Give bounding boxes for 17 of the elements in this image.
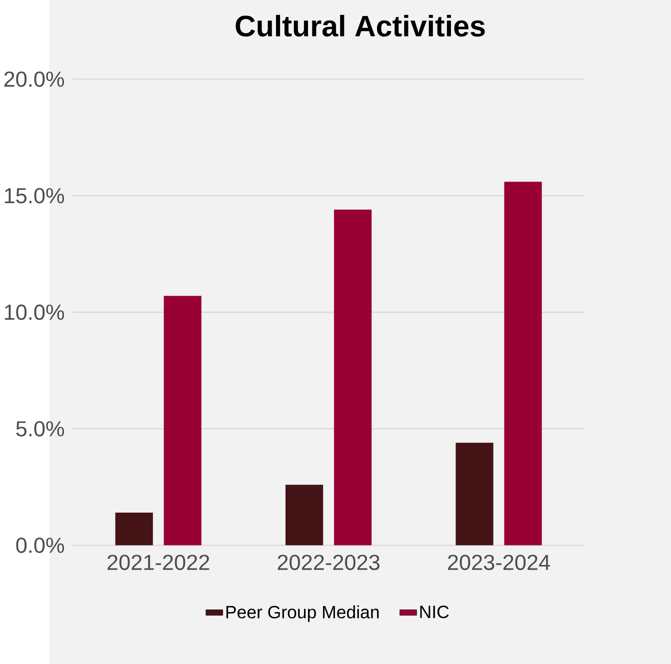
- bar: [286, 484, 324, 546]
- bar: [334, 210, 372, 546]
- legend-label: Peer Group Median: [226, 605, 379, 622]
- y-tick-label: 0.0%: [16, 538, 64, 553]
- legend-label: NIC: [420, 606, 449, 618]
- chart-title: Cultural Activities: [236, 14, 485, 37]
- bar: [456, 442, 494, 546]
- bar: [115, 512, 153, 546]
- y-tick-label: 10.0%: [4, 304, 64, 320]
- y-tick-label: 20.0%: [4, 71, 64, 87]
- x-tick-label: 2023-2024: [448, 554, 550, 570]
- x-tick-label: 2021-2022: [108, 554, 210, 570]
- bar: [504, 182, 542, 546]
- bar: [164, 296, 202, 546]
- y-tick-label: 15.0%: [4, 188, 64, 204]
- x-tick-label: 2022-2023: [278, 554, 380, 570]
- y-tick-label: 5.0%: [16, 421, 64, 436]
